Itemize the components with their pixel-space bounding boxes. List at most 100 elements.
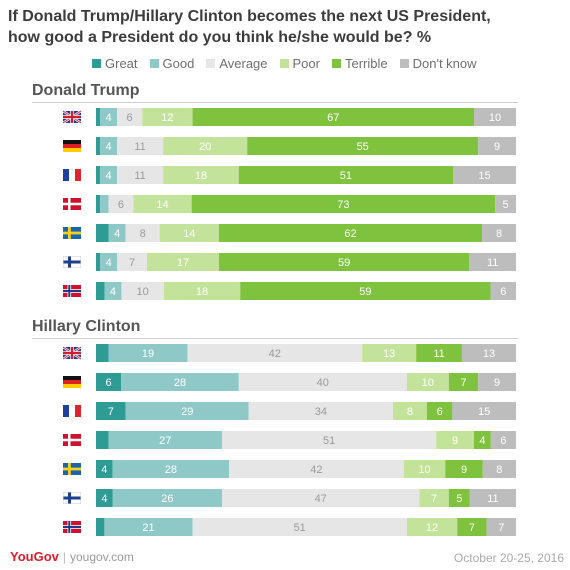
data-label: 29 [181,406,193,418]
bar-segment-average [125,224,160,242]
legend-swatch [149,58,159,68]
bar-segment-good [100,166,117,184]
data-label: 62 [344,228,356,240]
legend-swatch [92,58,101,68]
bar-segment-great [96,224,109,242]
flag-sweden-icon [63,463,81,475]
bar-segment-don-t-know [490,282,516,300]
flag-germany-icon [63,376,81,388]
bar-segment-terrible [240,282,491,300]
bar-segment-don-t-know [461,344,516,362]
data-label: 34 [315,406,327,418]
data-label: 73 [337,199,349,211]
bar-segment-poor [142,108,193,126]
flag-uk-icon [62,346,82,360]
bar-segment-good [108,431,222,449]
data-label: 6 [127,112,133,124]
flag-finland-icon [63,256,81,268]
data-label: 15 [478,406,490,418]
bar-segment-average [117,108,143,126]
bar-segment-good [100,108,117,126]
bar-segment-great [96,166,101,184]
bar-segment-poor [163,166,239,184]
data-label: 4 [106,257,112,269]
bar-segment-don-t-know [453,166,516,184]
bar-segment-average [108,195,134,213]
data-label: 11 [487,493,498,505]
bar-segment-average [117,166,164,184]
data-label: 5 [456,493,462,505]
chart-title-line1: If Donald Trump/Hillary Clinton becomes … [8,8,491,25]
data-label: 4 [106,170,112,182]
flag-norway-icon [63,285,81,297]
data-label: 8 [407,406,413,418]
data-label: 8 [140,228,146,240]
bar-segment-good [112,489,222,507]
bar-segment-poor [133,195,192,213]
data-label: 12 [161,112,173,124]
data-label: 14 [183,228,195,240]
section-divider [32,338,518,339]
data-label: 18 [195,170,207,182]
legend-label: Don't know [412,55,477,71]
section-divider [32,102,518,103]
data-label: 4 [101,493,107,505]
legend-item: Poor [279,55,320,71]
bar-segment-great [96,460,113,478]
data-label: 42 [310,464,322,476]
bar-segment-don-t-know [452,402,516,420]
data-label: 4 [106,141,112,153]
data-label: 9 [494,141,500,153]
bar-segment-don-t-know [469,489,516,507]
bar-segment-great [96,489,113,507]
section-title-trump: Donald Trump [32,82,140,99]
bar-segment-average [222,431,437,449]
legend-label: Terrible [344,55,388,71]
section-title-clinton: Hillary Clinton [32,318,141,335]
chart-title-line2: how good a President do you think he/she… [8,29,432,46]
bar-segment-great [96,253,101,271]
data-label: 6 [437,406,443,418]
bar-segment-poor [362,344,417,362]
flag-denmark-icon [63,434,81,446]
bar-segment-poor [163,282,241,300]
legend-item: Average [206,55,268,71]
bar-segment-terrible [448,489,470,507]
data-label: 27 [159,435,171,447]
bar-segment-good [100,253,118,271]
data-label: 14 [156,199,168,211]
bar-segment-poor [159,224,220,242]
bar-segment-good [104,282,122,300]
bar-segment-great [96,282,105,300]
data-label: 9 [461,464,467,476]
data-label: 51 [340,170,352,182]
data-label: 26 [161,493,173,505]
yougov-logo: YouGov [10,549,59,564]
data-label: 42 [269,348,281,360]
bar-segment-terrible [474,431,491,449]
data-label: 9 [452,435,458,447]
footer-date: October 20-25, 2016 [453,551,564,565]
flag-france-icon [63,405,81,417]
data-label: 8 [496,228,502,240]
data-label: 4 [479,435,485,447]
bar-segment-good [108,344,188,362]
data-label: 6 [118,199,124,211]
data-label: 13 [483,348,495,360]
data-label: 21 [142,522,154,534]
legend-label: Poor [292,55,320,71]
bar-segment-don-t-know [478,137,516,155]
bar-segment-average [229,460,404,478]
data-label: 40 [317,377,329,389]
bar-segment-poor [406,518,458,536]
legend-item: Good [149,56,194,71]
legend-label: Great [105,55,138,71]
bar-segment-terrible [192,108,474,126]
data-label: 55 [357,141,369,153]
bar-segment-poor [406,373,449,391]
flag-denmark-icon [63,198,81,210]
data-label: 7 [129,257,135,269]
bar-segment-great [96,344,109,362]
legend-label: Average [219,55,268,71]
